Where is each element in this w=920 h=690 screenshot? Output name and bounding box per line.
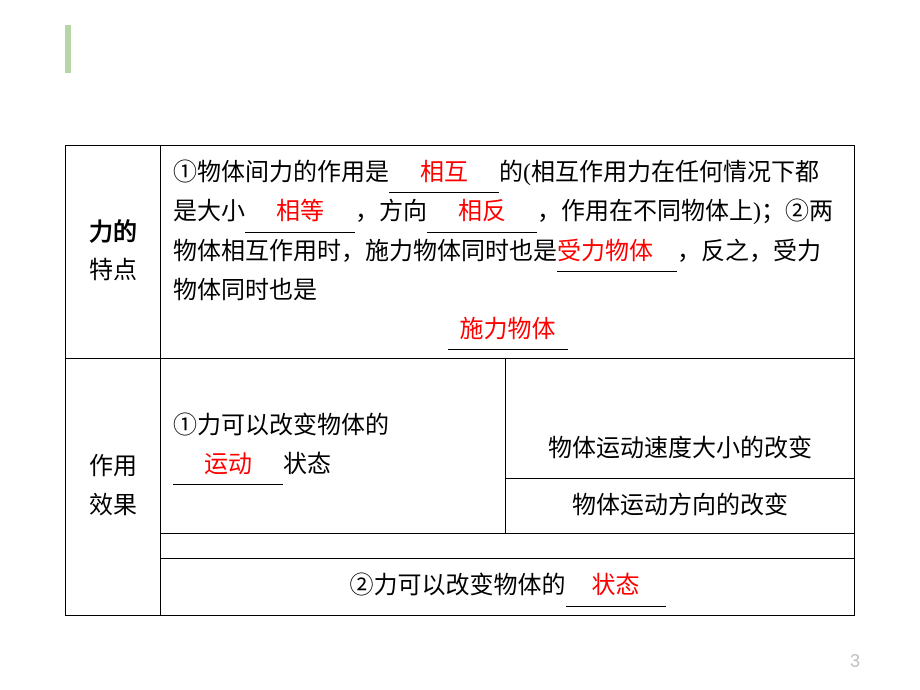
row2-t3: ②力可以改变物体的 — [350, 573, 566, 599]
row2-right2: 物体运动方向的改变 — [506, 478, 855, 533]
row2-t1: ①力可以改变物体的 — [173, 413, 389, 439]
row2-a2: 状态 — [592, 573, 640, 599]
row2-a1: 运动 — [204, 452, 252, 478]
row1-a3: 相反 — [458, 199, 506, 225]
row2-header-text: 作用效果 — [89, 454, 137, 518]
row1-content: ①物体间力的作用是相互 的(相互作用力在任何情况下都是大小相等 ，方向相反 ，作… — [161, 146, 855, 359]
row2-left: ①力可以改变物体的 运动 状态 — [161, 358, 506, 533]
row1-a4: 受力物体 — [557, 239, 653, 265]
row1-t1: ①物体间力的作用是 — [173, 160, 389, 186]
row1-a2: 相等 — [276, 199, 324, 225]
row1-a1: 相互 — [420, 160, 468, 186]
physics-table: 力的 特点 ①物体间力的作用是相互 的(相互作用力在任何情况下都是大小相等 ，方… — [65, 145, 855, 616]
page-number: 3 — [850, 651, 860, 672]
row2-right1-text: 物体运动速度大小的改变 — [548, 436, 812, 462]
accent-bar — [65, 25, 71, 73]
row1-a5: 施力物体 — [460, 317, 556, 343]
row1-header-bold: 力的 — [89, 220, 137, 246]
row1-t3: ，方向 — [355, 199, 427, 225]
row2-right2-text: 物体运动方向的改变 — [572, 493, 788, 519]
row2-header: 作用效果 — [66, 358, 161, 615]
row2-spacer — [161, 534, 855, 559]
row1-header: 力的 特点 — [66, 146, 161, 359]
row1-header-normal: 特点 — [89, 258, 137, 284]
row2-t2: 状态 — [283, 452, 331, 478]
row2-right1: 物体运动速度大小的改变 — [506, 358, 855, 478]
row2-bottom: ②力可以改变物体的状态 — [161, 559, 855, 615]
